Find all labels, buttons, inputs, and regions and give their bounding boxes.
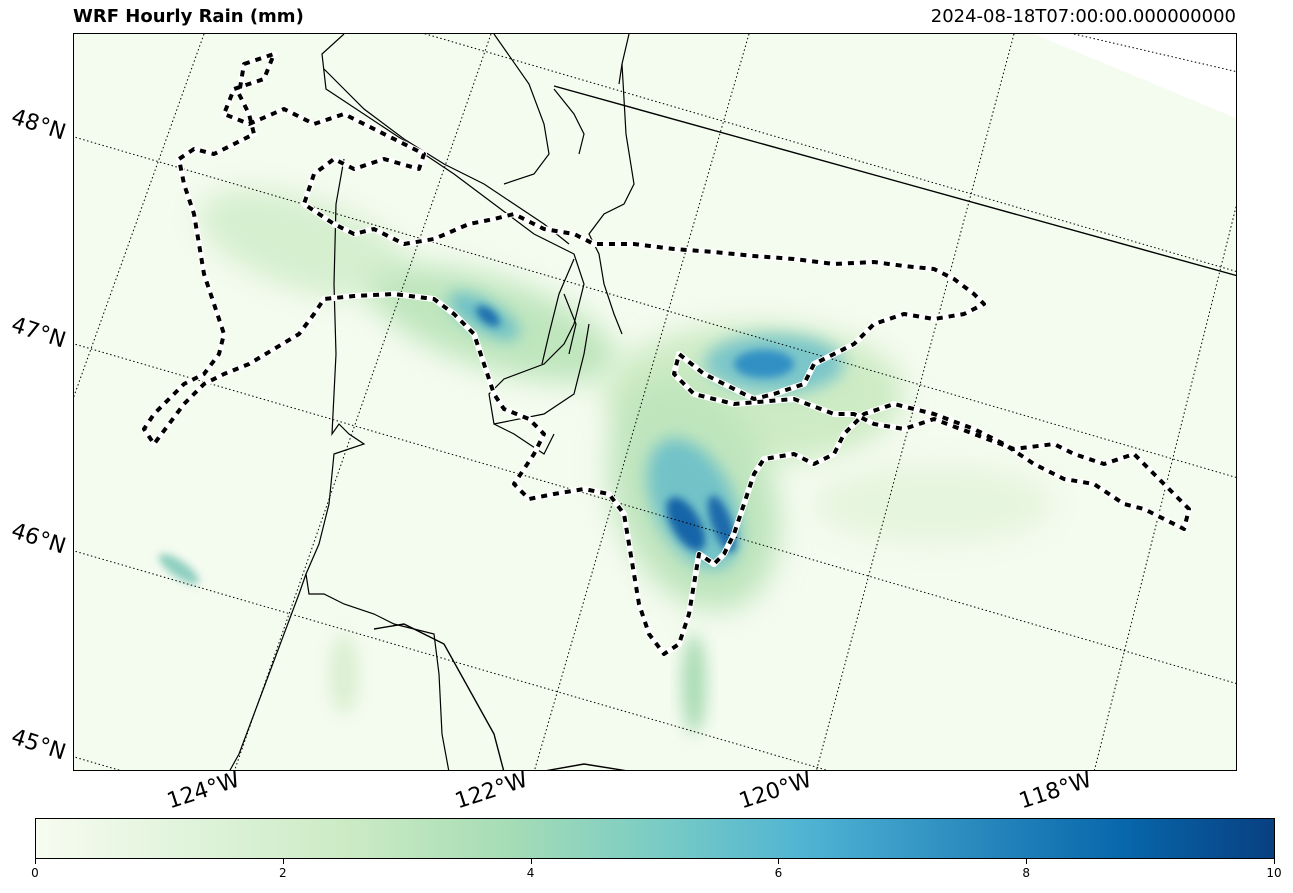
graticule — [74, 34, 1236, 770]
lon-label-124w: 124°W — [164, 767, 243, 815]
colorbar-tick — [35, 859, 36, 864]
colorbar-tick-label: 8 — [1022, 866, 1031, 880]
map-panel[interactable] — [73, 33, 1237, 771]
state-border — [373, 85, 1236, 770]
lon-label-122w: 122°W — [452, 767, 531, 815]
colorbar-tick — [530, 859, 532, 864]
colorbar-tick-label: 6 — [774, 866, 783, 880]
lon-label-120w: 120°W — [736, 767, 815, 815]
rain-map — [74, 34, 1236, 770]
lat-label-46: 46°N — [8, 518, 69, 560]
colorbar-tick — [778, 859, 780, 864]
coastline — [229, 34, 635, 770]
valid-time: 2024-08-18T07:00:00.000000000 — [930, 6, 1236, 27]
colorbar-tick — [282, 859, 284, 864]
lat-label-45: 45°N — [8, 724, 69, 766]
map-title: WRF Hourly Rain (mm) — [73, 6, 304, 27]
colorbar-tick-label: 0 — [31, 866, 39, 880]
colorbar-tick-label: 4 — [526, 866, 535, 880]
precipitation-shading — [158, 189, 1054, 734]
colorbar-tick-label: 10 — [1266, 866, 1282, 880]
lat-label-48: 48°N — [8, 104, 69, 146]
colorbar — [35, 818, 1275, 859]
lon-label-118w: 118°W — [1016, 767, 1095, 815]
colorbar-tick — [1274, 859, 1275, 864]
colorbar-tick-label: 2 — [278, 866, 287, 880]
lat-label-47: 47°N — [8, 312, 69, 354]
colorbar-tick — [1026, 859, 1028, 864]
